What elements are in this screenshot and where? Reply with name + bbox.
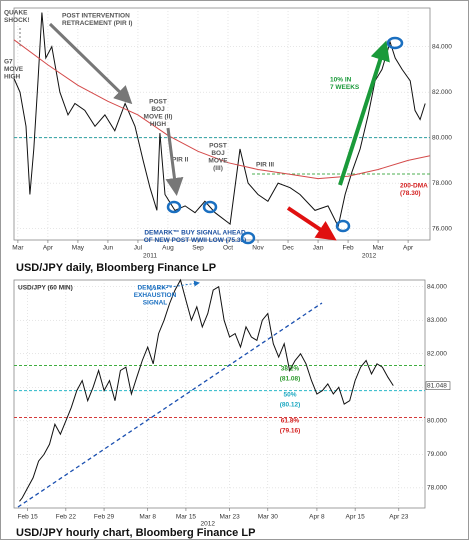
y-tick-label: 80.000: [427, 418, 447, 425]
y-tick-label: 84.000: [432, 43, 452, 50]
y-tick-label: 78.000: [427, 485, 447, 492]
caption: USD/JPY hourly chart, Bloomberg Finance …: [16, 527, 255, 539]
trend-line: [17, 302, 323, 508]
annotation: HIGH: [150, 121, 167, 128]
annotation: DEMARK™: [137, 285, 172, 292]
x-tick-label: Apr 15: [346, 514, 366, 521]
annotation: DEMARK™ BUY SIGNAL AHEAD: [144, 230, 246, 237]
annotation: SIGNAL: [143, 300, 168, 307]
x-tick-label: Feb 22: [56, 514, 77, 521]
annotation: BOJ: [211, 150, 225, 157]
y-tick-label: 83.000: [427, 317, 447, 324]
price-line: [13, 12, 426, 228]
x-tick-label: Sep: [192, 245, 204, 252]
annotation: HIGH: [4, 74, 21, 81]
arrow: [165, 127, 184, 196]
x-tick-label: Apr: [43, 245, 54, 252]
y-tick-label: 79.000: [427, 451, 447, 458]
x-tick-label: Apr: [403, 245, 414, 252]
x-tick-label: Mar: [372, 245, 384, 252]
annotation: EXHAUSTION: [134, 292, 177, 299]
x-tick-label: Feb 15: [18, 514, 39, 521]
x-tick-label: Nov: [252, 245, 264, 252]
annotation: 61.8%: [281, 418, 300, 425]
annotation: (III): [213, 165, 223, 172]
x-tick-label: Jul: [134, 245, 143, 252]
annotation: POST: [149, 99, 167, 106]
annotation: OF NEW POST WWII LOW (75.35): [144, 237, 247, 244]
x-tick-label: May: [72, 245, 85, 252]
plot-area: [13, 279, 426, 509]
x-tick-label: Dec: [282, 245, 294, 252]
x-tick-label: Mar 15: [176, 514, 197, 521]
annotation: 10% IN: [330, 77, 352, 84]
annotation: (80.12): [280, 402, 301, 409]
annotation: G7: [4, 59, 13, 66]
annotation: QUAKE: [4, 10, 28, 17]
annotation: 200-DMA: [400, 183, 428, 190]
last-price-label: 81.048: [427, 382, 447, 389]
arrow: [338, 40, 390, 186]
price-line: [19, 278, 394, 502]
circle: [335, 219, 351, 233]
arrow: [48, 22, 133, 105]
annotation: MOVE: [208, 158, 228, 165]
x-tick-label: Apr 8: [309, 514, 325, 521]
annotation: POST INTERVENTION: [62, 13, 130, 20]
x-tick-label: Mar 8: [139, 514, 156, 521]
x-tick-label: Jun: [103, 245, 114, 252]
y-tick-label: 82.000: [432, 89, 452, 96]
year-label: 2012: [201, 521, 216, 528]
x-tick-label: Mar 30: [258, 514, 279, 521]
annotation: POST: [209, 143, 227, 150]
year-label: 2012: [362, 253, 377, 260]
last-price-box: [425, 381, 451, 390]
y-tick-label: 84.000: [427, 283, 447, 290]
annotation: 7 WEEKS: [330, 84, 360, 91]
circle: [166, 200, 182, 214]
annotation: PIR II: [172, 157, 188, 164]
x-tick-label: Aug: [162, 245, 174, 252]
charts: 76.000 78.000 80.000 82.000 84.000 Mar Apr May J…: [4, 7, 452, 539]
circle: [202, 200, 218, 214]
x-tick-label: Apr 23: [389, 514, 409, 521]
chart-title: USD/JPY (60 MIN): [18, 285, 73, 292]
annotation: (79.16): [280, 428, 301, 435]
x-tick-label: Mar 23: [219, 514, 240, 521]
y-tick-label: 76.000: [432, 225, 452, 232]
annotation: 50%: [283, 392, 296, 399]
x-tick-label: Feb: [342, 245, 354, 252]
caption: USD/JPY daily, Bloomberg Finance LP: [16, 262, 216, 274]
annotation: MOVE (II): [144, 114, 173, 121]
annotation: (78.30): [400, 190, 421, 197]
annotation: 38.2%: [281, 366, 300, 373]
annotation: RETRACEMENT (PIR I): [62, 20, 132, 27]
circle: [240, 231, 256, 245]
plot-area: [13, 7, 431, 241]
x-tick-label: Feb 29: [94, 514, 115, 521]
y-tick-label: 80.000: [432, 134, 452, 141]
arrow: [286, 206, 337, 241]
x-tick-label: Mar: [12, 245, 24, 252]
annotation: (81.08): [280, 376, 301, 383]
year-label: 2011: [143, 253, 157, 260]
arrow: [149, 280, 200, 291]
decorations: [17, 22, 404, 508]
y-tick-label: 82.000: [427, 350, 447, 357]
annotation: BOJ: [151, 106, 165, 113]
annotation: PIR III: [256, 162, 274, 169]
x-tick-label: Jan: [313, 245, 324, 252]
y-tick-label: 78.000: [432, 180, 452, 187]
price-line: [13, 39, 431, 180]
circle: [386, 36, 404, 50]
annotation: SHOCK!: [4, 17, 30, 24]
annotation: MOVE: [4, 66, 24, 73]
x-tick-label: Oct: [223, 245, 233, 252]
